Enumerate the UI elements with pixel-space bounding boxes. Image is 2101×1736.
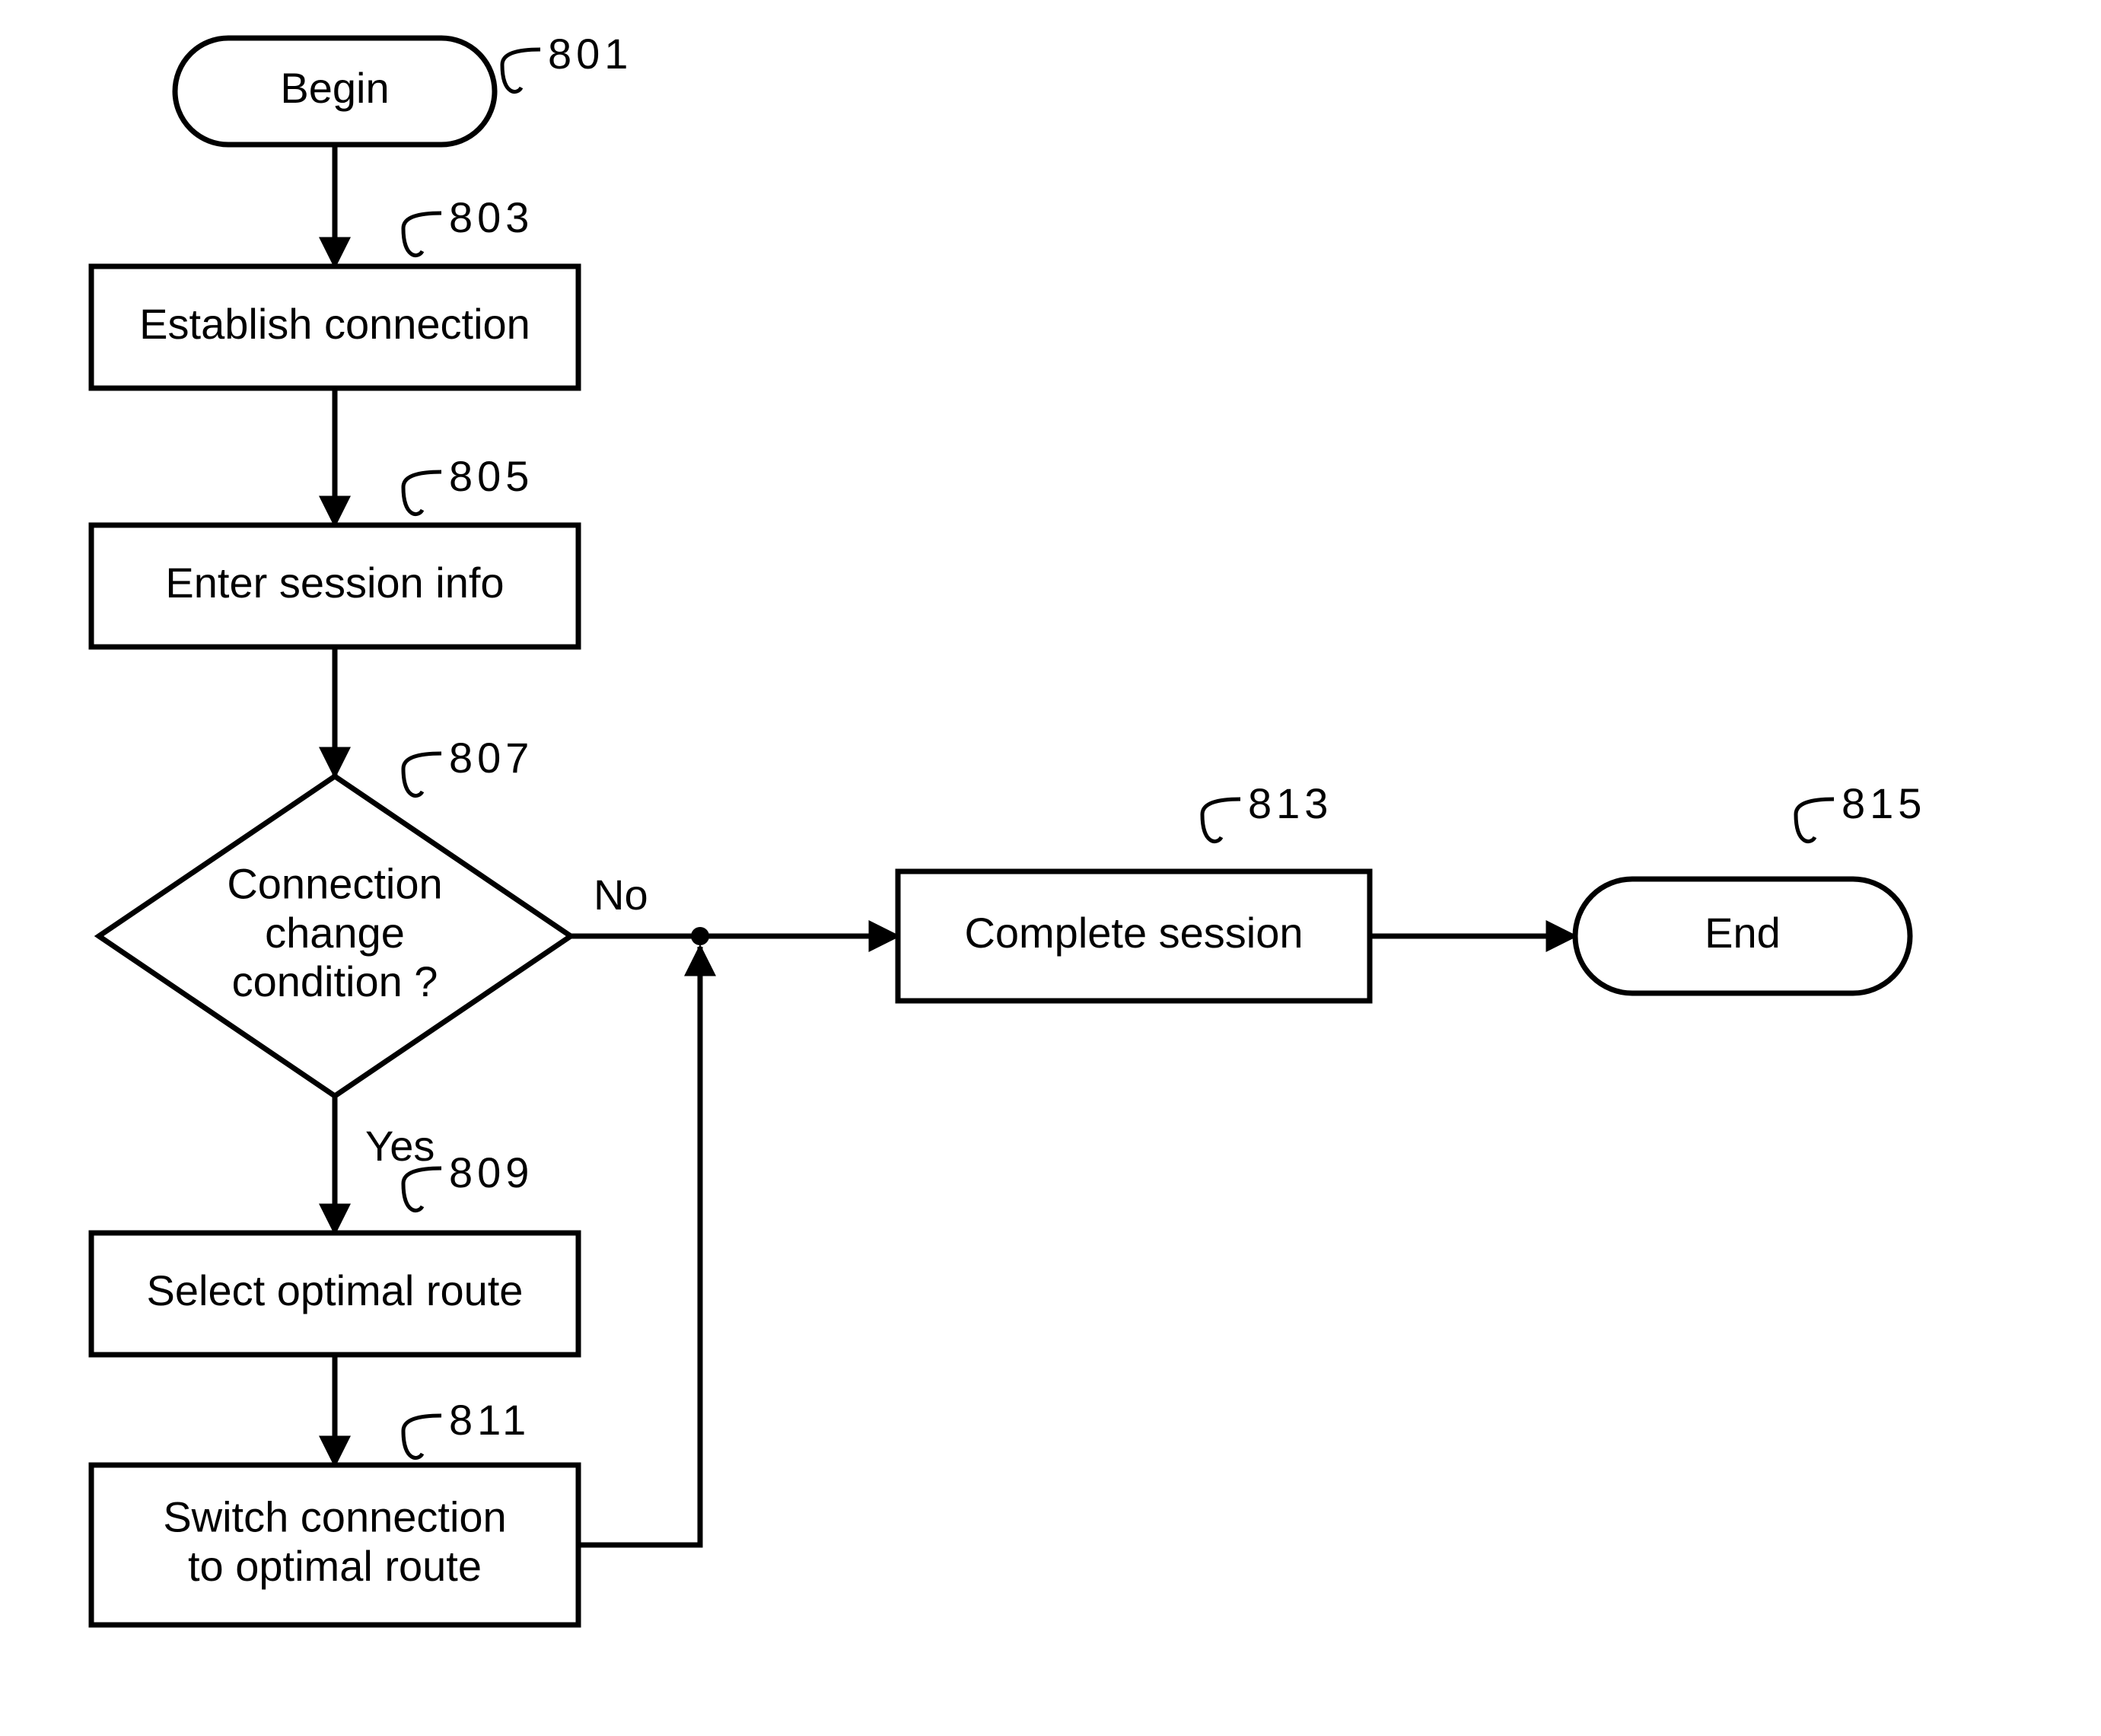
ref-label-begin: 801 (548, 30, 632, 78)
junction-dot (691, 927, 709, 945)
ref-hook (403, 753, 441, 796)
ref-label-n813: 813 (1248, 779, 1332, 827)
node-n813: Complete session (898, 871, 1370, 1001)
node-n811: Switch connectionto optimal route (91, 1465, 578, 1625)
node-n807: Connectionchangecondition ? (99, 776, 571, 1096)
ref-hook (403, 213, 441, 256)
ref-label-n803: 803 (449, 193, 533, 241)
edge-label-no: No (594, 871, 648, 919)
ref-label-n809: 809 (449, 1148, 533, 1196)
n809-label-line-0: Select optimal route (147, 1266, 524, 1314)
ref-hook (502, 49, 540, 92)
begin-label-line-0: Begin (280, 64, 389, 112)
ref-hook (403, 1416, 441, 1458)
ref-hook (1796, 799, 1834, 842)
ref-hook (403, 472, 441, 514)
node-begin: Begin (175, 38, 495, 145)
node-n805: Enter session info (91, 525, 578, 647)
ref-hook (1202, 799, 1240, 842)
end-label-line-0: End (1705, 909, 1781, 957)
n807-label-line-2: condition ? (232, 957, 438, 1005)
n807-label-line-0: Connection (227, 859, 442, 907)
ref-label-n805: 805 (449, 452, 533, 500)
node-n803: Establish connection (91, 266, 578, 388)
n811-label-line-1: to optimal route (188, 1542, 482, 1590)
n811-label-line-0: Switch connection (163, 1493, 506, 1541)
node-n809: Select optimal route (91, 1233, 578, 1355)
edge-n811-junction (578, 947, 700, 1545)
ref-label-end: 815 (1842, 779, 1926, 827)
n805-label-line-0: Enter session info (165, 559, 504, 607)
ref-label-n811: 811 (449, 1396, 530, 1444)
ref-hook (403, 1168, 441, 1211)
ref-label-n807: 807 (449, 734, 533, 782)
node-end: End (1575, 879, 1910, 993)
n813-label-line-0: Complete session (964, 909, 1303, 957)
n803-label-line-0: Establish connection (139, 300, 530, 348)
edge-label-yes: Yes (365, 1122, 435, 1170)
n807-label-line-1: change (265, 909, 405, 957)
